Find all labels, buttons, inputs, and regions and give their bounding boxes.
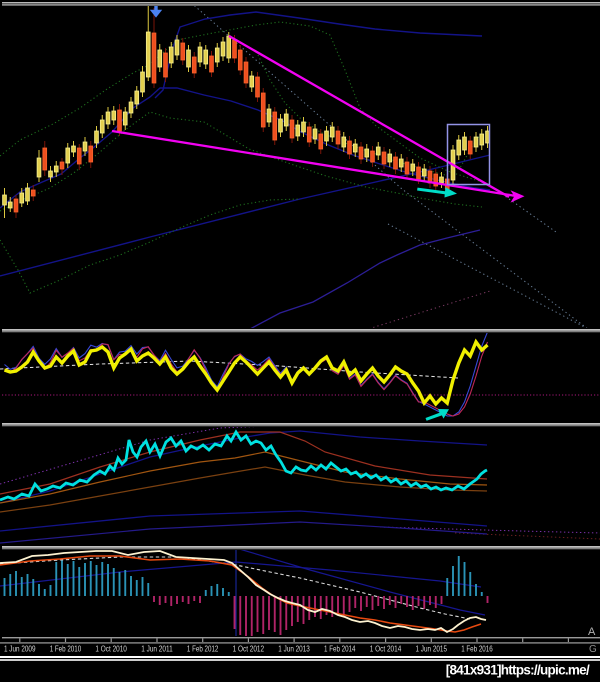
svg-text:[841x931]https://upic.me/: [841x931]https://upic.me/ [446,663,590,678]
svg-text:A: A [588,626,596,638]
svg-text:1 Oct 2010: 1 Oct 2010 [95,644,127,654]
svg-text:1 Jun 2015: 1 Jun 2015 [416,644,448,654]
svg-text:1 Feb 2016: 1 Feb 2016 [461,644,493,654]
svg-text:G: G [589,644,597,655]
svg-text:1 Feb 2012: 1 Feb 2012 [187,644,219,654]
svg-text:1 Jun 2013: 1 Jun 2013 [278,644,310,654]
svg-text:1 Oct 2014: 1 Oct 2014 [370,644,402,654]
svg-text:1 Feb 2010: 1 Feb 2010 [50,644,82,654]
svg-text:1 Oct 2012: 1 Oct 2012 [233,644,265,654]
svg-text:1 Jun 2009: 1 Jun 2009 [4,644,36,654]
svg-text:1 Feb 2014: 1 Feb 2014 [324,644,356,654]
svg-text:1 Jun 2011: 1 Jun 2011 [141,644,173,654]
